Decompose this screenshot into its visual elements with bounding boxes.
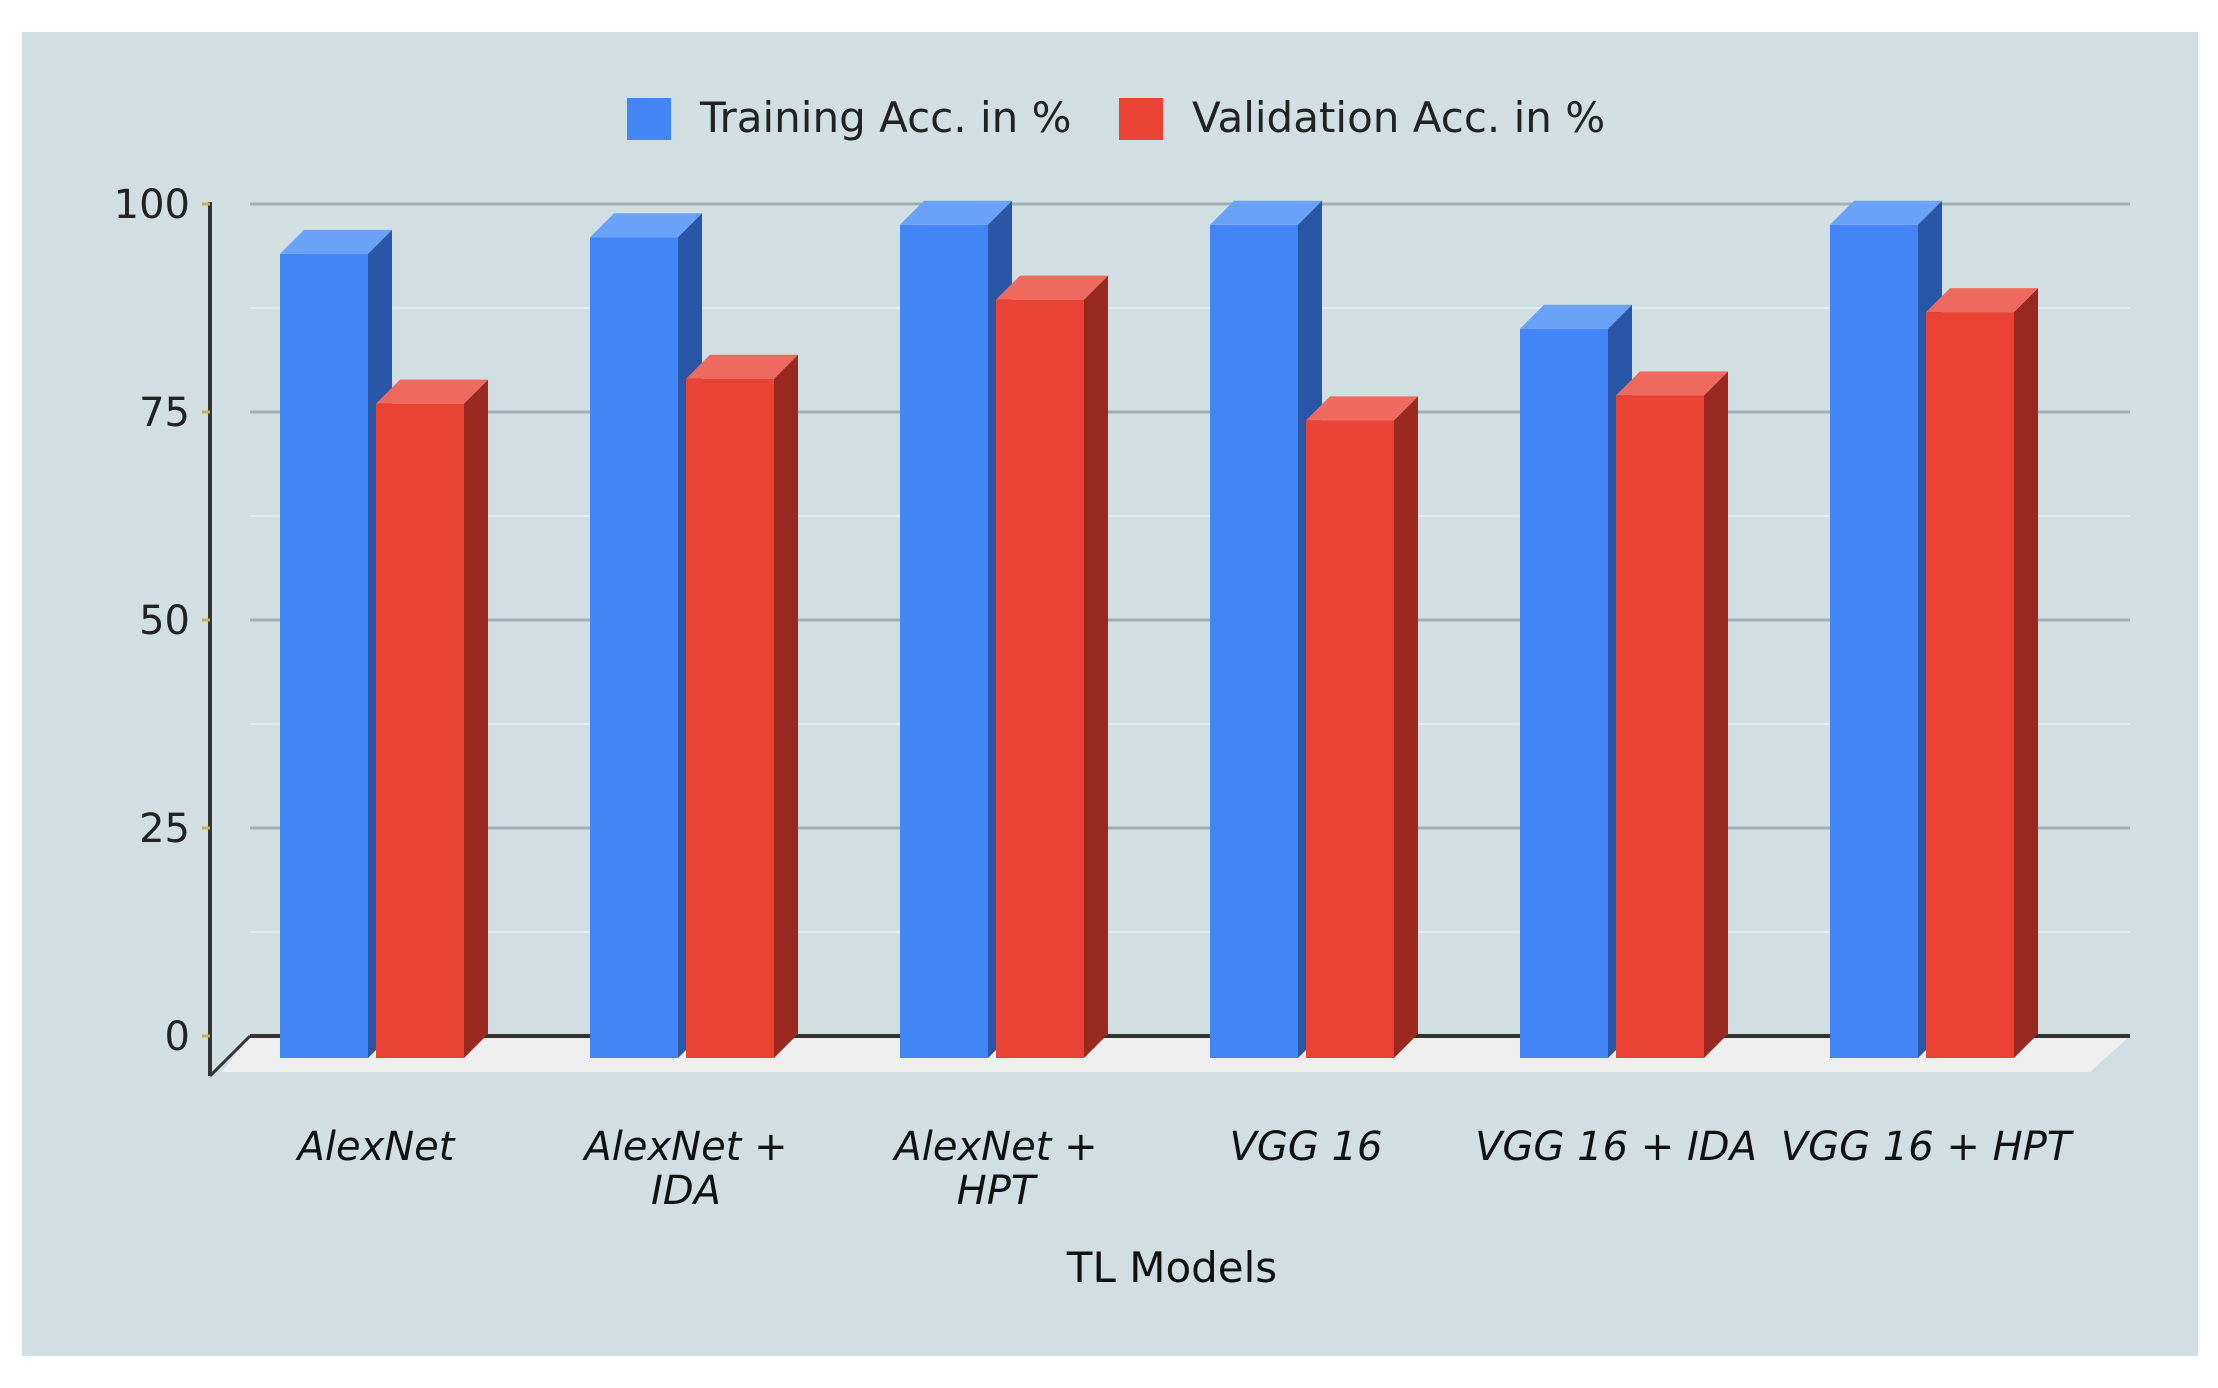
x-tick-label: AlexNet + HPT [891,1124,1097,1214]
bar-top-face [1306,396,1418,421]
bar-front-face [900,224,988,1059]
x-tick-label: AlexNet [295,1124,456,1170]
bar-front-face [686,378,774,1059]
bar-front-face [996,299,1084,1058]
axis-corner-line [208,1034,252,1078]
y-tick-label: 75 [139,390,190,436]
bar-top-face [376,379,488,404]
bar-side-face [1084,275,1108,1058]
bar-validation [686,354,798,1059]
bar-training [280,229,392,1059]
bar-front-face [280,253,368,1059]
bar-top-face [1830,200,1942,225]
bar-top-face [1926,288,2038,313]
bar-training [590,213,702,1058]
x-tick-label: VGG 16 + HPT [1781,1124,2075,1170]
legend: Training Acc. in % Validation Acc. in % [627,93,1605,142]
bars-layer [280,200,2038,1059]
bar-training [1830,200,1942,1059]
legend-swatch-training [627,98,671,140]
bar-top-face [1616,371,1728,396]
bar-side-face [774,354,798,1059]
x-tick-label: VGG 16 [1230,1124,1383,1170]
chart-panel: 0 25 50 75 100 AlexNet AlexNet + IDA AlexNet + H… [22,32,2198,1356]
bar-front-face [1830,224,1918,1059]
bar-validation [1306,396,1418,1058]
bar-side-face [1704,371,1728,1058]
bar-front-face [1210,224,1298,1059]
y-tick-label: 0 [165,1014,190,1060]
bar-front-face [1616,395,1704,1058]
y-tick-label: 100 [114,182,190,228]
x-axis-title: TL Models [1066,1243,1277,1292]
bar-top-face [686,354,798,379]
bar-top-face [1210,200,1322,225]
bar-top-face [1520,304,1632,329]
bar-validation [996,275,1108,1058]
x-tick-label-line: VGG 16 + IDA [1475,1124,1757,1170]
bar-front-face [376,403,464,1058]
bar-validation [376,379,488,1058]
bar-training [1520,304,1632,1058]
grid-layer [250,202,2130,1038]
x-tick-label-line: IDA [651,1168,721,1214]
bar-side-face [2014,288,2038,1058]
bar-training [1210,200,1322,1059]
bar-top-face [280,229,392,254]
bar-top-face [996,275,1108,300]
y-tick-label: 25 [139,806,190,852]
bar-top-face [900,200,1012,225]
x-tick-label-line: HPT [957,1168,1039,1214]
bar-training [900,200,1012,1059]
bar-front-face [1306,420,1394,1058]
x-tick-label: AlexNet + IDA [581,1124,787,1214]
legend-label-training: Training Acc. in % [699,93,1072,142]
y-tick-label: 50 [139,598,190,644]
bar-front-face [1926,312,2014,1058]
x-tick-label-line: AlexNet + [891,1124,1097,1170]
x-tick-label-line: AlexNet [295,1124,456,1170]
bar-side-face [1394,396,1418,1058]
x-tick-label-line: AlexNet + [581,1124,787,1170]
legend-label-validation: Validation Acc. in % [1192,93,1605,142]
bar-front-face [1520,328,1608,1058]
x-tick-label-line: VGG 16 + HPT [1781,1124,2075,1170]
legend-swatch-validation [1119,98,1163,140]
bar-side-face [464,379,488,1058]
bar-validation [1926,288,2038,1058]
x-tick-label: VGG 16 + IDA [1475,1124,1757,1170]
bar-top-face [590,213,702,238]
bar-front-face [590,237,678,1058]
axis-layer: 0 25 50 75 100 [114,182,2130,1078]
bar-validation [1616,371,1728,1058]
x-tick-label-line: VGG 16 [1230,1124,1383,1170]
